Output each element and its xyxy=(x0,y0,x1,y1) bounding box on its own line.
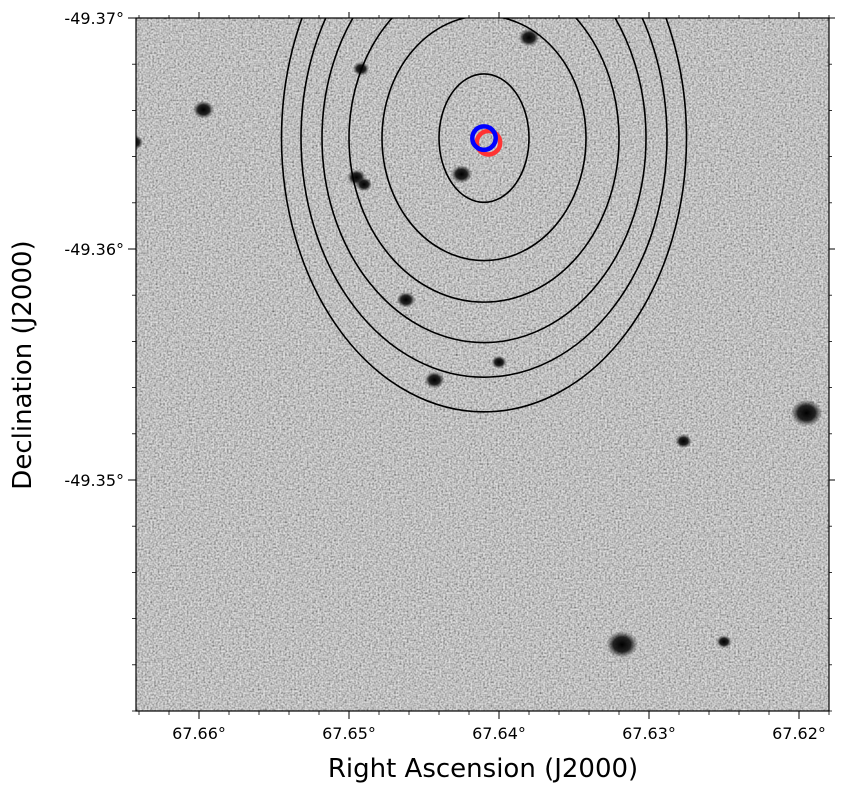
position-markers xyxy=(470,124,503,157)
y-tick-label-0: -49.37° xyxy=(64,9,124,28)
x-tick-label-3: 67.63° xyxy=(622,724,676,743)
y-tick-label-2: -49.35° xyxy=(64,471,124,490)
contour-line-2 xyxy=(348,18,620,303)
x-tick-label-0: 67.66° xyxy=(172,724,226,743)
point-source-5 xyxy=(424,371,445,389)
y-tick-label-1: -49.36° xyxy=(64,240,124,259)
contour-line-4 xyxy=(300,18,668,378)
contour-line-5 xyxy=(280,18,688,413)
axis-ticks: 67.66° 67.65° 67.64° 67.63° 67.62° -49.37° -49… xyxy=(64,9,835,743)
red-position-circle xyxy=(474,128,503,157)
x-tick-label-1: 67.65° xyxy=(322,724,376,743)
contour-lines xyxy=(280,18,688,413)
point-sources xyxy=(136,28,823,659)
contour-line-0 xyxy=(438,73,530,204)
point-source-6 xyxy=(396,291,416,308)
x-tick-label-2: 67.64° xyxy=(472,724,526,743)
point-source-8 xyxy=(136,134,144,150)
point-source-13 xyxy=(716,635,732,649)
x-axis-label: Right Ascension (J2000) xyxy=(328,754,638,784)
blue-position-circle xyxy=(470,124,498,153)
point-source-3 xyxy=(518,28,540,47)
plot-area xyxy=(136,18,829,711)
sky-noise-texture xyxy=(136,18,829,711)
point-source-11 xyxy=(355,177,373,192)
point-source-12 xyxy=(491,355,507,369)
point-source-4 xyxy=(450,165,473,184)
point-source-1 xyxy=(790,399,823,427)
point-source-2 xyxy=(192,100,215,119)
contour-line-1 xyxy=(381,18,587,262)
contour-line-3 xyxy=(321,18,647,344)
point-source-10 xyxy=(675,434,692,449)
point-source-0 xyxy=(606,630,638,659)
x-tick-label-4: 67.62° xyxy=(772,724,826,743)
plot-frame xyxy=(135,17,830,712)
y-axis-label: Declination (J2000) xyxy=(8,240,38,489)
